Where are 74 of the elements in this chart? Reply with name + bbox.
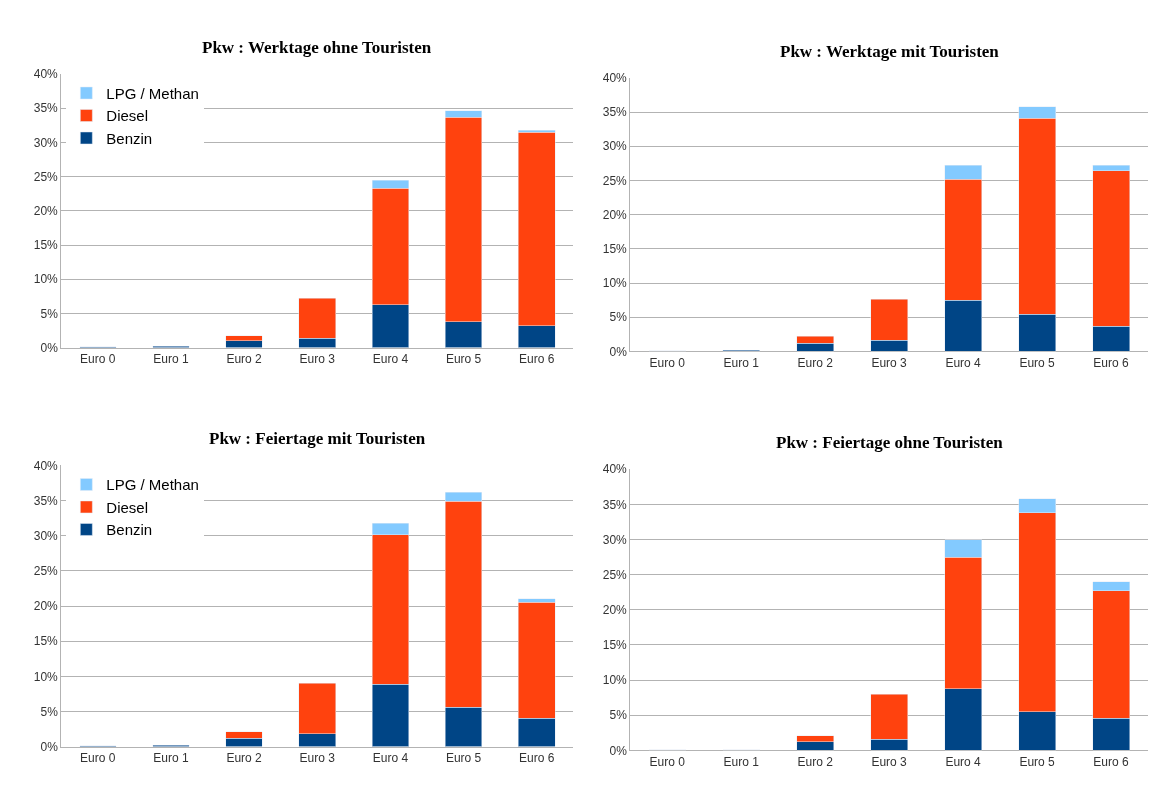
x-tick-label: Euro 5: [445, 352, 482, 366]
chart-title: Pkw : Werktage ohne Touristen: [202, 38, 432, 57]
x-tick-label: Euro 3: [871, 754, 908, 769]
y-tick-label: 35%: [602, 497, 628, 512]
x-tick-label: Euro 1: [723, 754, 760, 769]
x-tick-label: Euro 2: [226, 751, 263, 765]
x-tick-label: Euro 3: [299, 751, 336, 765]
legend-label: LPG / Methan: [106, 84, 199, 102]
y-tick-label: 25%: [602, 567, 628, 582]
y-tick-label: 0%: [609, 743, 628, 758]
legend-label: Benzin: [106, 521, 153, 539]
x-tick-label: Euro 1: [153, 751, 189, 765]
x-tick-label: Euro 2: [797, 355, 834, 370]
x-tick-label: Euro 4: [945, 355, 982, 370]
x-tick-label: Euro 6: [1093, 754, 1130, 769]
y-tick-label: 40%: [602, 462, 628, 477]
y-tick-label: 0%: [40, 340, 59, 355]
x-tick-label: Euro 3: [871, 355, 908, 370]
y-tick-label: 25%: [33, 564, 59, 579]
x-tick-label: Euro 0: [649, 355, 686, 370]
y-tick-label: 15%: [33, 634, 59, 649]
x-tick-label: Euro 0: [80, 352, 116, 366]
y-tick-label: 5%: [40, 704, 59, 719]
y-tick-label: 5%: [609, 708, 628, 723]
y-tick-label: 20%: [33, 599, 59, 614]
x-tick-label: Euro 2: [226, 352, 263, 366]
y-tick-label: 10%: [33, 669, 59, 684]
x-tick-label: Euro 5: [1019, 355, 1056, 370]
y-tick-label: 30%: [33, 135, 59, 150]
x-tick-label: Euro 1: [723, 355, 760, 370]
y-tick-label: 10%: [602, 276, 628, 291]
y-tick-label: 10%: [33, 272, 59, 287]
y-tick-label: 5%: [609, 310, 628, 325]
y-tick-label: 15%: [33, 238, 59, 253]
chart-title: Pkw : Werktage mit Touristen: [780, 42, 1000, 61]
y-tick-label: 20%: [602, 603, 628, 617]
x-tick-label: Euro 5: [1019, 754, 1056, 769]
chart-title: Pkw : Feiertage mit Touristen: [209, 429, 426, 448]
y-tick-label: 35%: [602, 105, 628, 120]
x-tick-label: Euro 4: [372, 352, 409, 366]
x-tick-label: Euro 4: [372, 751, 409, 765]
x-tick-label: Euro 5: [445, 751, 482, 765]
y-tick-label: 30%: [33, 528, 59, 543]
y-tick-label: 40%: [33, 458, 59, 473]
x-tick-label: Euro 1: [153, 352, 189, 366]
y-tick-label: 35%: [33, 493, 59, 508]
legend-label: Benzin: [106, 129, 153, 147]
y-tick-label: 15%: [602, 638, 628, 653]
y-tick-label: 0%: [609, 344, 628, 359]
chart-title: Pkw : Feiertage ohne Touristen: [776, 433, 1004, 452]
y-tick-label: 0%: [40, 739, 59, 754]
x-tick-label: Euro 6: [519, 751, 555, 765]
y-tick-label: 25%: [33, 169, 59, 184]
y-tick-label: 30%: [602, 139, 628, 154]
y-tick-label: 15%: [602, 242, 628, 256]
x-tick-label: Euro 0: [649, 754, 686, 769]
y-tick-label: 30%: [602, 532, 628, 547]
x-tick-label: Euro 2: [797, 754, 834, 769]
y-tick-label: 5%: [40, 306, 59, 321]
y-tick-label: 35%: [33, 101, 59, 116]
x-tick-label: Euro 6: [1093, 355, 1130, 370]
y-tick-label: 25%: [602, 173, 628, 188]
y-tick-label: 40%: [602, 71, 628, 85]
y-tick-label: 20%: [602, 207, 628, 222]
y-tick-label: 10%: [602, 673, 628, 688]
x-tick-label: Euro 0: [80, 751, 116, 765]
legend-label: Diesel: [106, 498, 149, 516]
legend-label: Diesel: [106, 107, 149, 125]
legend-label: LPG / Methan: [106, 476, 199, 494]
y-tick-label: 20%: [33, 204, 59, 218]
x-tick-label: Euro 3: [299, 352, 336, 366]
y-tick-label: 40%: [33, 67, 59, 82]
x-tick-label: Euro 4: [945, 754, 982, 769]
x-tick-label: Euro 6: [519, 352, 555, 366]
